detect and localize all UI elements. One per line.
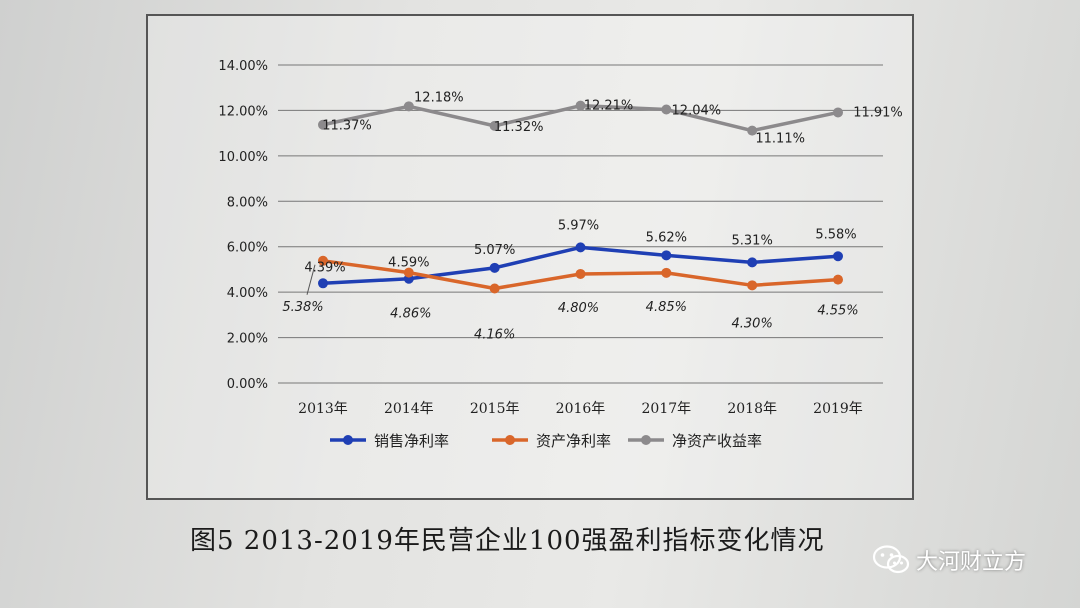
data-label: 4.85%: [646, 300, 687, 315]
data-point: [575, 242, 586, 253]
y-tick-label: 10.00%: [218, 150, 268, 165]
series-lines: [318, 100, 843, 294]
data-label: 5.97%: [558, 218, 599, 233]
watermark-text: 大河财立方: [916, 550, 1027, 575]
data-point: [575, 100, 586, 111]
data-point: [661, 267, 672, 278]
y-tick-label: 2.00%: [227, 332, 268, 347]
data-point: [318, 255, 328, 266]
y-tick-label: 8.00%: [227, 195, 268, 210]
data-label: 11.11%: [755, 132, 805, 147]
legend: 销售净利率 资产净利率 净资产收益率: [330, 432, 762, 450]
label-leader-line: [306, 264, 316, 295]
data-label: 4.59%: [388, 256, 429, 271]
y-tick-label: 4.00%: [227, 286, 268, 301]
data-point: [318, 278, 328, 289]
data-label: 4.80%: [558, 301, 599, 316]
data-point: [403, 101, 414, 112]
data-point: [489, 262, 500, 273]
data-point: [833, 251, 843, 262]
chart-frame: 0.00% 2.00% 4.00% 6.00% 8.00% 10.00% 12.00% 14.…: [146, 14, 914, 500]
x-tick-label: 2017年: [642, 401, 692, 417]
data-label: 4.16%: [474, 328, 515, 343]
data-point: [747, 125, 758, 136]
data-point: [661, 250, 672, 261]
data-point: [833, 107, 843, 118]
data-point: [833, 274, 843, 285]
data-label: 5.38%: [282, 300, 323, 315]
data-label: 11.37%: [322, 119, 372, 134]
x-tick-label: 2018年: [727, 401, 777, 417]
x-axis-ticks: 2013年 2014年 2015年 2016年 2017年 2018年 2019年: [298, 401, 863, 417]
line-chart: 0.00% 2.00% 4.00% 6.00% 8.00% 10.00% 12.00% 14.…: [218, 59, 902, 450]
data-labels: 4.39% 4.59% 5.07% 5.97% 5.62% 5.31% 5.58% 5.38%…: [282, 90, 902, 342]
legend-swatch-marker: [641, 435, 651, 445]
legend-label: 净资产收益率: [672, 432, 762, 450]
data-point: [747, 280, 758, 291]
data-point: [318, 119, 328, 130]
data-point: [489, 283, 500, 294]
data-label: 4.30%: [732, 316, 773, 331]
data-label: 12.21%: [584, 99, 634, 114]
wechat-icon: [872, 545, 910, 574]
data-label: 4.39%: [304, 260, 345, 275]
data-label: 4.55%: [817, 304, 858, 319]
legend-label: 销售净利率: [374, 432, 449, 450]
x-tick-label: 2013年: [298, 401, 348, 417]
x-tick-label: 2014年: [384, 401, 434, 417]
data-label: 5.31%: [732, 233, 773, 248]
data-point: [575, 268, 586, 279]
y-tick-label: 0.00%: [227, 377, 268, 392]
data-point: [747, 257, 758, 268]
x-tick-label: 2015年: [470, 401, 520, 417]
y-tick-label: 12.00%: [218, 104, 268, 119]
legend-label: 资产净利率: [536, 432, 611, 450]
x-tick-label: 2016年: [556, 401, 606, 417]
y-tick-label: 14.00%: [218, 59, 268, 74]
data-label: 12.18%: [414, 90, 464, 105]
data-label: 11.91%: [853, 105, 903, 120]
legend-swatch-marker: [505, 435, 515, 445]
watermark: 大河财立方: [872, 544, 1026, 576]
data-label: 5.58%: [815, 227, 856, 242]
figure-caption: 图5 2013-2019年民营企业100强盈利指标变化情况: [190, 526, 825, 556]
y-tick-label: 6.00%: [227, 241, 268, 256]
x-tick-label: 2019年: [813, 401, 863, 417]
gridlines: [278, 64, 883, 384]
legend-swatch-marker: [343, 435, 353, 445]
data-point: [661, 104, 672, 115]
data-label: 5.62%: [646, 230, 687, 245]
data-label: 12.04%: [672, 104, 722, 119]
y-axis-ticks: 0.00% 2.00% 4.00% 6.00% 8.00% 10.00% 12.00% 14.…: [218, 59, 268, 392]
data-label: 4.86%: [390, 307, 431, 322]
data-label: 11.32%: [494, 120, 544, 135]
data-label: 5.07%: [474, 243, 515, 258]
data-point: [403, 267, 414, 278]
data-point: [489, 120, 500, 131]
